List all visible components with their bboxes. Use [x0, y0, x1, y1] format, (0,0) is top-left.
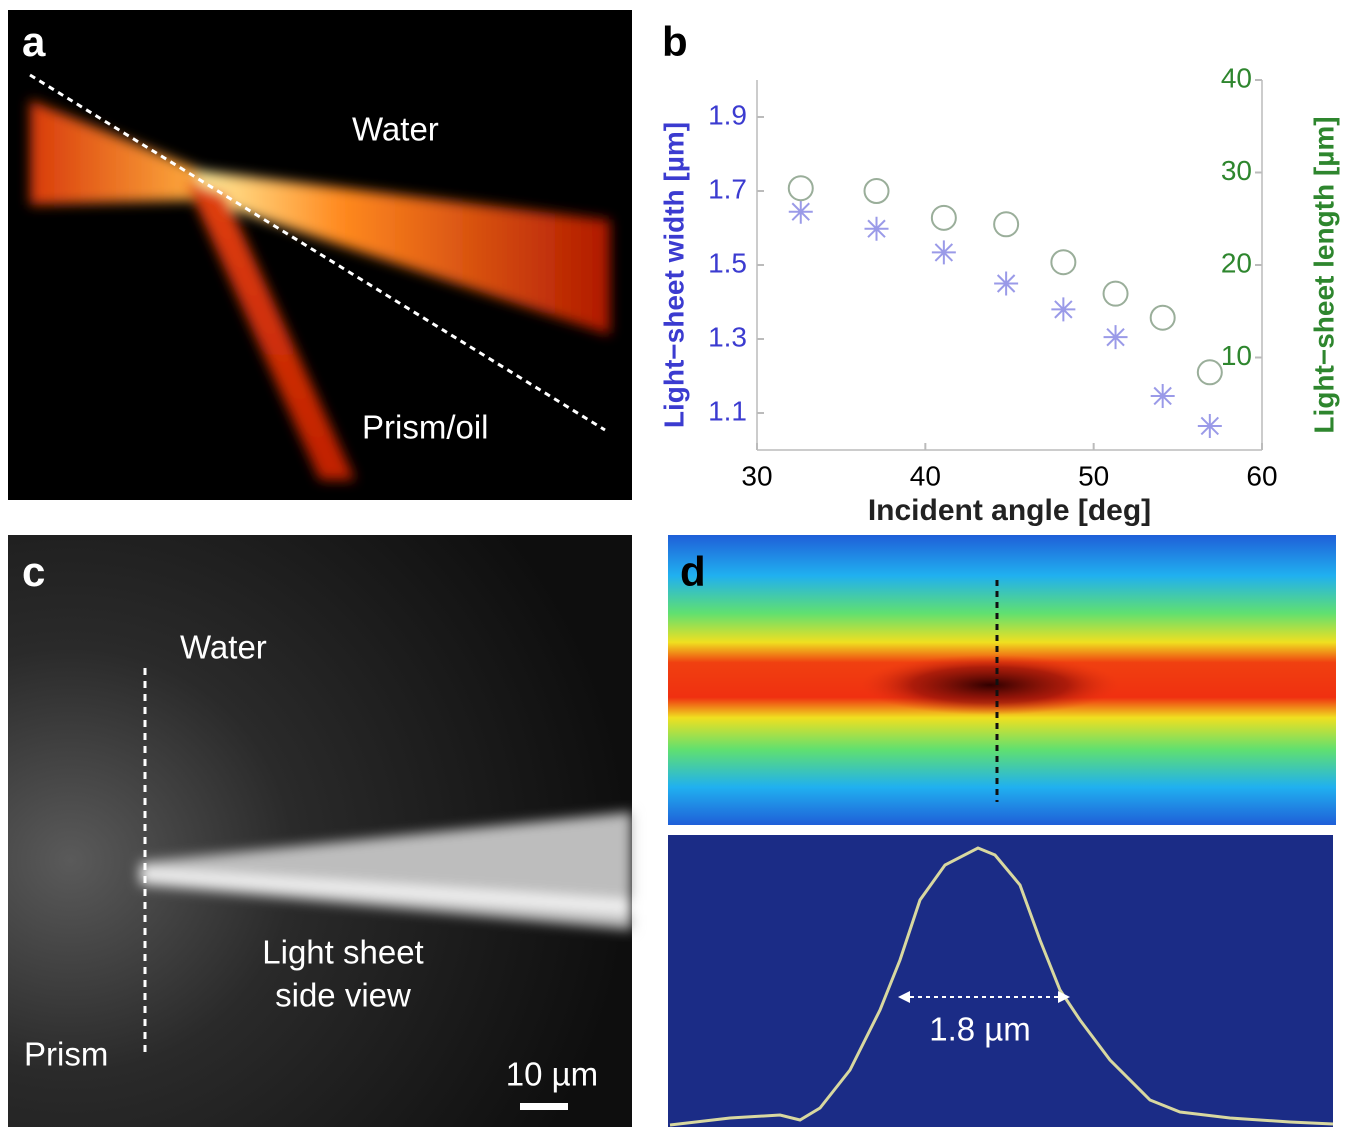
x-axis-label: Incident angle [deg] [868, 494, 1151, 527]
circle-point [789, 176, 813, 200]
region-label: Water [352, 111, 439, 148]
y2-axis-label: Light−sheet length [µm] [1308, 116, 1339, 433]
panel-a: a Water Prism/oil [8, 10, 632, 500]
star-point [1151, 384, 1175, 408]
circle-point [1104, 282, 1128, 306]
star-point [932, 240, 956, 264]
star-point [1104, 325, 1128, 349]
panel-label: b [662, 18, 688, 65]
star-point [865, 217, 889, 241]
circle-point [932, 206, 956, 230]
panel-label: d [680, 548, 706, 595]
x-tick-label: 40 [910, 460, 941, 491]
region-label: Water [180, 629, 267, 666]
y-tick-label: 1.7 [708, 173, 747, 204]
x-tick-label: 50 [1078, 460, 1109, 491]
circle-point [865, 179, 889, 203]
circle-point [1051, 250, 1075, 274]
star-point [994, 272, 1018, 296]
beam-waist [860, 655, 1120, 715]
scale-bar-label: 10 µm [506, 1056, 598, 1093]
y-tick-label: 1.5 [708, 247, 747, 278]
y-tick-label: 1.9 [708, 99, 747, 130]
panel-label: a [22, 18, 46, 65]
panel-c: c Water Light sheet side view Prism 10 µ… [8, 535, 632, 1127]
star-point [1051, 297, 1075, 321]
region-label: Prism/oil [362, 409, 489, 446]
circle-point [1151, 306, 1175, 330]
y2-tick-label: 40 [1221, 62, 1252, 93]
region-label: Light sheet [262, 934, 423, 971]
region-label: side view [275, 977, 411, 1014]
circle-point [994, 212, 1018, 236]
panel-d: d 1.8 µm [668, 535, 1336, 1127]
star-point [1198, 414, 1222, 438]
y-tick-label: 1.1 [708, 395, 747, 426]
x-tick-label: 60 [1246, 460, 1277, 491]
y2-tick-label: 30 [1221, 155, 1252, 186]
y2-tick-label: 10 [1221, 340, 1252, 371]
circle-point [1198, 360, 1222, 384]
x-tick-label: 30 [741, 460, 772, 491]
region-label: Prism [24, 1036, 108, 1073]
star-point [789, 200, 813, 224]
profile-background [668, 835, 1333, 1127]
page: a Water Prism/oil b 30 40 50 60 1.1 1.3 1.5 1.7… [0, 0, 1347, 1127]
panel-label: c [22, 548, 45, 595]
y-axis-label: Light−sheet width [µm] [658, 122, 689, 428]
width-label: 1.8 µm [929, 1011, 1031, 1048]
scale-bar [520, 1103, 568, 1110]
y-tick-label: 1.3 [708, 321, 747, 352]
y2-tick-label: 20 [1221, 247, 1252, 278]
figure: a Water Prism/oil b 30 40 50 60 1.1 1.3 1.5 1.7… [0, 0, 1347, 1127]
